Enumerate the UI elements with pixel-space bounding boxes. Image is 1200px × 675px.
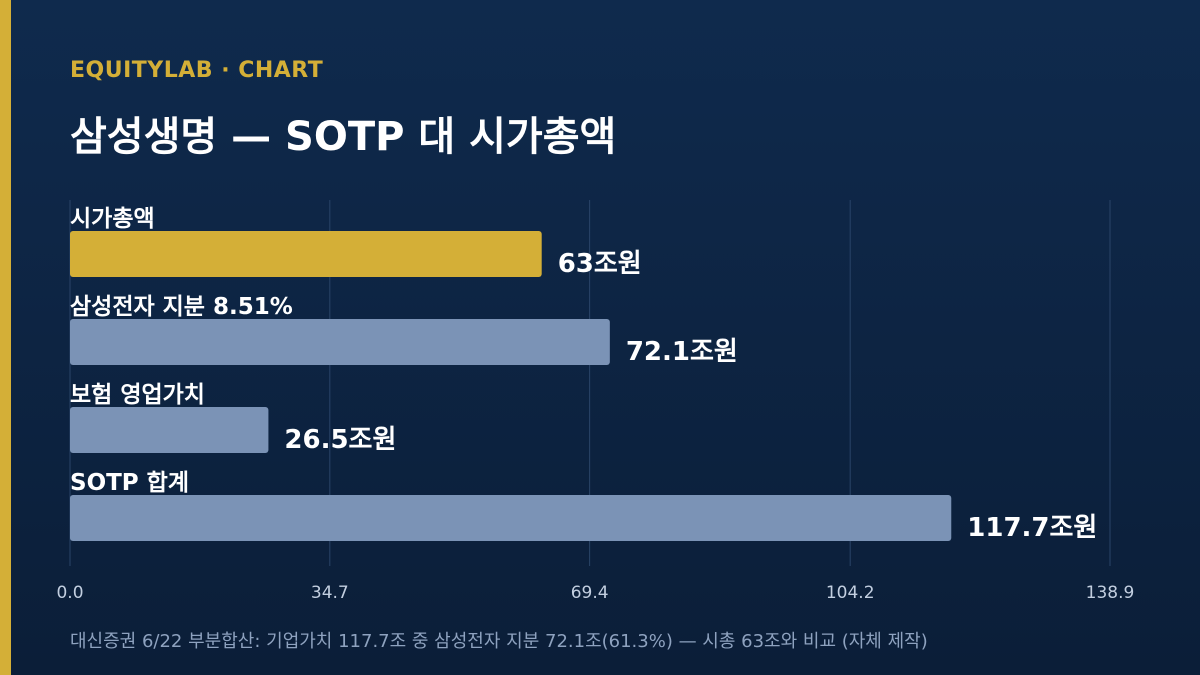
bar [70, 407, 269, 453]
bar [70, 231, 542, 277]
x-tick-label: 34.7 [311, 583, 349, 603]
bar [70, 495, 952, 541]
x-tick-label: 69.4 [571, 583, 609, 603]
source-note: 대신증권 6/22 부분합산: 기업가치 117.7조 중 삼성전자 지분 72… [70, 631, 928, 652]
eyebrow-label: EQUITYLAB · CHART [70, 58, 324, 83]
x-tick-label: 0.0 [56, 583, 83, 603]
x-tick-label: 138.9 [1086, 583, 1135, 603]
category-label: 보험 영업가치 [70, 382, 205, 408]
value-label: 117.7조원 [967, 513, 1097, 543]
category-label: 시가총액 [70, 206, 155, 232]
accent-bar [0, 0, 11, 675]
value-label: 72.1조원 [626, 337, 738, 367]
x-tick-label: 104.2 [826, 583, 875, 603]
value-label: 26.5조원 [284, 425, 396, 455]
bar [70, 319, 610, 365]
category-label: SOTP 합계 [70, 470, 189, 496]
value-label: 63조원 [558, 249, 642, 279]
chart-title: 삼성생명 — SOTP 대 시가총액 [70, 114, 617, 160]
category-label: 삼성전자 지분 8.51% [70, 294, 293, 320]
